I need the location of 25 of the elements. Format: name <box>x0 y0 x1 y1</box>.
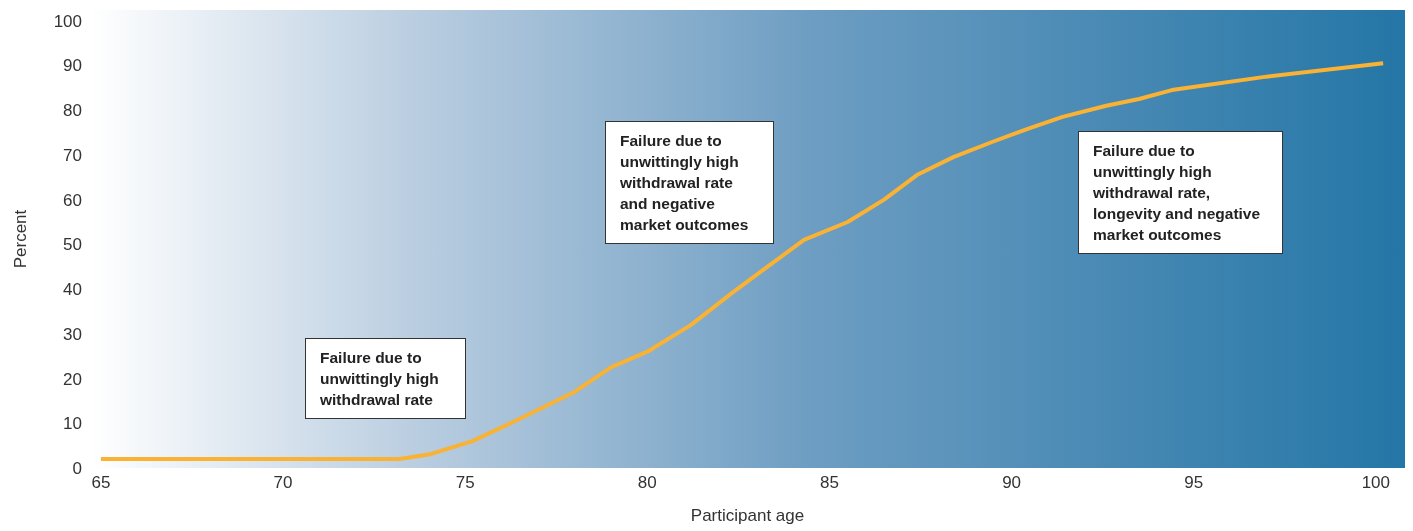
x-tick-label: 85 <box>820 473 839 493</box>
x-tick-label: 100 <box>1361 473 1391 493</box>
y-tick-label: 70 <box>63 145 82 165</box>
x-tick-label: 80 <box>637 473 657 493</box>
y-tick-label: 60 <box>63 190 82 210</box>
y-tick-label: 90 <box>63 56 82 76</box>
annotation: Failure due to unwittingly high withdrawal rate <box>305 338 466 419</box>
y-axis-title: Percent <box>11 209 31 269</box>
y-tick-label: 10 <box>63 414 82 434</box>
y-tick-label: 50 <box>63 235 82 255</box>
x-tick-label: 90 <box>1002 473 1022 493</box>
x-axis-title: Participant age <box>690 506 805 525</box>
y-tick-label: 30 <box>63 324 82 344</box>
line-series <box>98 61 1386 462</box>
x-tick-label: 75 <box>455 473 475 493</box>
x-tick-label: 70 <box>273 473 293 493</box>
y-tick-label: 80 <box>63 101 82 121</box>
annotation: Failure due to unwittingly high withdrawal rate and negative market outcomes <box>605 121 774 244</box>
annotation: Failure due to unwittingly high withdrawal rate, longevity and negative market outcomes <box>1078 131 1283 254</box>
x-tick-label: 95 <box>1184 473 1204 493</box>
y-tick-label: 20 <box>63 369 82 389</box>
y-tick-label: 40 <box>63 280 82 300</box>
y-tick-label: 0 <box>72 459 82 479</box>
y-tick-label: 100 <box>53 11 82 31</box>
x-tick-label: 65 <box>91 473 111 493</box>
